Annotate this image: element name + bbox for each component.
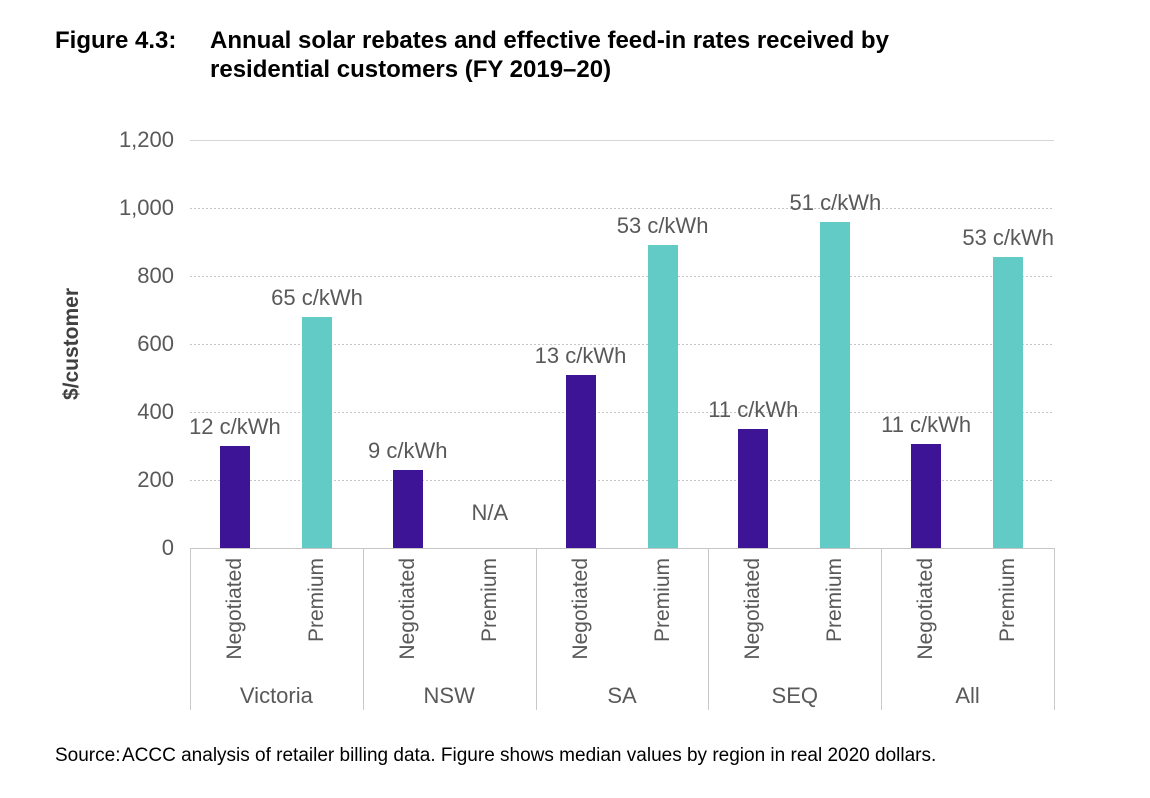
figure-number: Figure 4.3: <box>55 27 177 54</box>
category-label-all: All <box>955 683 980 708</box>
category-divider <box>708 548 710 710</box>
data-label-premium-nsw: N/A <box>471 500 509 525</box>
gridline-1200 <box>190 140 1054 141</box>
source-label: Source: <box>55 745 121 766</box>
data-label-premium-seq: 51 c/kWh <box>789 189 882 215</box>
y-tick-label-600: 600 <box>137 331 174 356</box>
data-label-premium-victoria: 65 c/kWh <box>271 284 363 310</box>
y-tick-label-400: 400 <box>137 399 174 424</box>
series-label-negotiated-seq: Negotiated <box>741 558 765 660</box>
data-label-negotiated-nsw: 9 c/kWh <box>367 437 448 463</box>
bar-negotiated-nsw <box>392 469 423 548</box>
bar-negotiated-sa <box>565 374 596 548</box>
category-label-seq: SEQ <box>771 683 819 708</box>
data-label-negotiated-all: 11 c/kWh <box>881 412 972 438</box>
series-label-negotiated-sa: Negotiated <box>568 558 592 660</box>
bar-premium-victoria <box>302 316 332 548</box>
gridline-200 <box>190 480 1054 481</box>
gridline-600 <box>190 344 1054 345</box>
gridline-400 <box>190 412 1054 413</box>
series-label-negotiated-nsw: Negotiated <box>395 558 419 660</box>
category-divider <box>1054 548 1055 710</box>
y-tick-label-200: 200 <box>137 467 174 492</box>
gridline-1000 <box>190 208 1054 209</box>
y-tick-label-800: 800 <box>137 263 174 288</box>
bar-negotiated-seq <box>738 429 769 548</box>
data-label-negotiated-seq: 11 c/kWh <box>708 397 799 422</box>
y-tick-label-1200: 1,200 <box>118 127 174 152</box>
series-label-negotiated-victoria: Negotiated <box>222 558 246 660</box>
series-label-premium-victoria: Premium <box>305 558 328 643</box>
bar-premium-seq <box>820 221 851 548</box>
bar-negotiated-victoria <box>219 446 250 548</box>
data-label-premium-sa: 53 c/kWh <box>616 213 709 239</box>
bar-negotiated-all <box>911 444 942 548</box>
series-label-premium-all: Premium <box>996 558 1020 643</box>
data-label-negotiated-victoria: 12 c/kWh <box>189 414 281 439</box>
source-text: ACCC analysis of retailer billing data. … <box>122 745 937 766</box>
category-divider <box>881 548 883 710</box>
gridline-800 <box>190 276 1054 277</box>
source-note: Source: ACCC analysis of retailer billin… <box>55 744 936 767</box>
x-axis-line <box>190 548 1054 549</box>
series-label-premium-nsw: Premium <box>477 558 501 643</box>
data-label-premium-all: 53 c/kWh <box>962 225 1055 251</box>
category-divider <box>190 548 191 710</box>
category-label-victoria: Victoria <box>239 683 313 708</box>
category-divider <box>362 548 364 710</box>
y-axis-title: $/customer <box>60 287 83 401</box>
bar-premium-all <box>993 257 1024 548</box>
figure-title: Annual solar rebates and effective feed-… <box>210 27 889 83</box>
series-label-premium-seq: Premium <box>823 558 847 643</box>
figure-title-block: Figure 4.3: Annual solar rebates and eff… <box>55 26 955 84</box>
category-divider <box>535 548 537 710</box>
series-label-premium-sa: Premium <box>650 558 674 643</box>
category-label-sa: SA <box>607 683 637 708</box>
data-label-negotiated-sa: 13 c/kWh <box>534 342 627 368</box>
bar-premium-sa <box>647 245 678 548</box>
category-label-nsw: NSW <box>423 683 475 708</box>
series-label-negotiated-all: Negotiated <box>914 558 938 660</box>
y-tick-label-0: 0 <box>161 535 174 560</box>
y-tick-label-1000: 1,000 <box>118 195 174 220</box>
